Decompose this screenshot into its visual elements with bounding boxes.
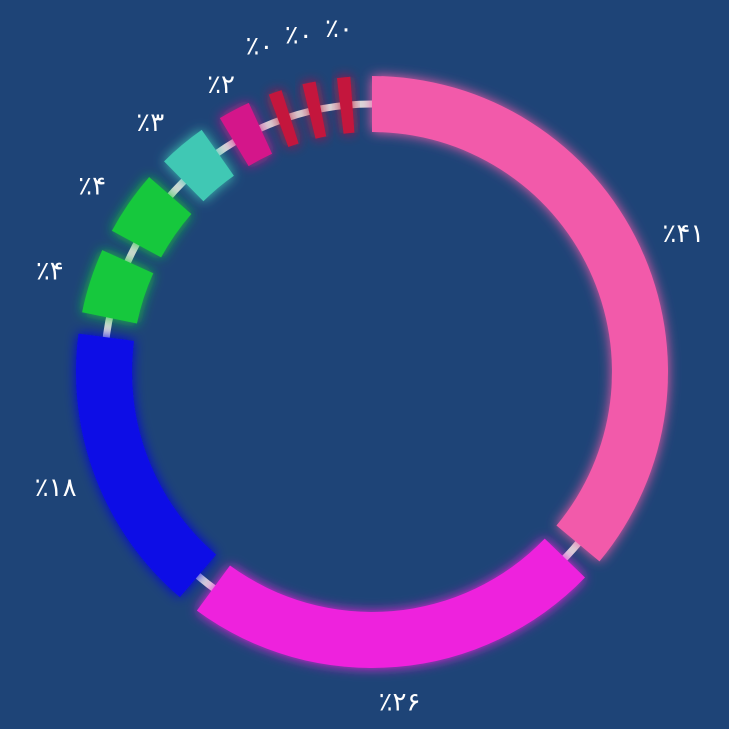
slice-label: ٪۱۸ <box>35 473 77 503</box>
donut-slice <box>219 102 273 167</box>
slice-label: ٪۴ <box>78 171 106 201</box>
slice-label: ٪۴۱ <box>662 219 704 249</box>
donut-slice <box>196 538 586 668</box>
donut-slice <box>268 90 299 148</box>
slice-label: ٪۰ <box>285 20 313 50</box>
donut-slice <box>76 333 217 598</box>
donut-slice <box>82 250 154 324</box>
donut-slice <box>111 177 192 258</box>
slice-labels: ٪۴۱ ٪۲۶ ٪۱۸ ٪۴ ٪۴ ٪۳ ٪۲ ٪۰ ٪۰ ٪۰ <box>35 14 705 717</box>
donut-ring <box>76 76 668 668</box>
slice-label: ٪۰ <box>325 14 353 44</box>
donut-slice <box>372 76 668 562</box>
donut-slice <box>302 81 327 139</box>
slice-label: ٪۳ <box>136 108 164 138</box>
donut-slice <box>336 76 355 134</box>
donut-slice <box>164 129 234 202</box>
slice-label: ٪۲۶ <box>379 687 421 717</box>
slice-label: ٪۴ <box>36 256 64 286</box>
slice-label: ٪۰ <box>245 31 273 61</box>
slice-label: ٪۲ <box>207 70 235 100</box>
